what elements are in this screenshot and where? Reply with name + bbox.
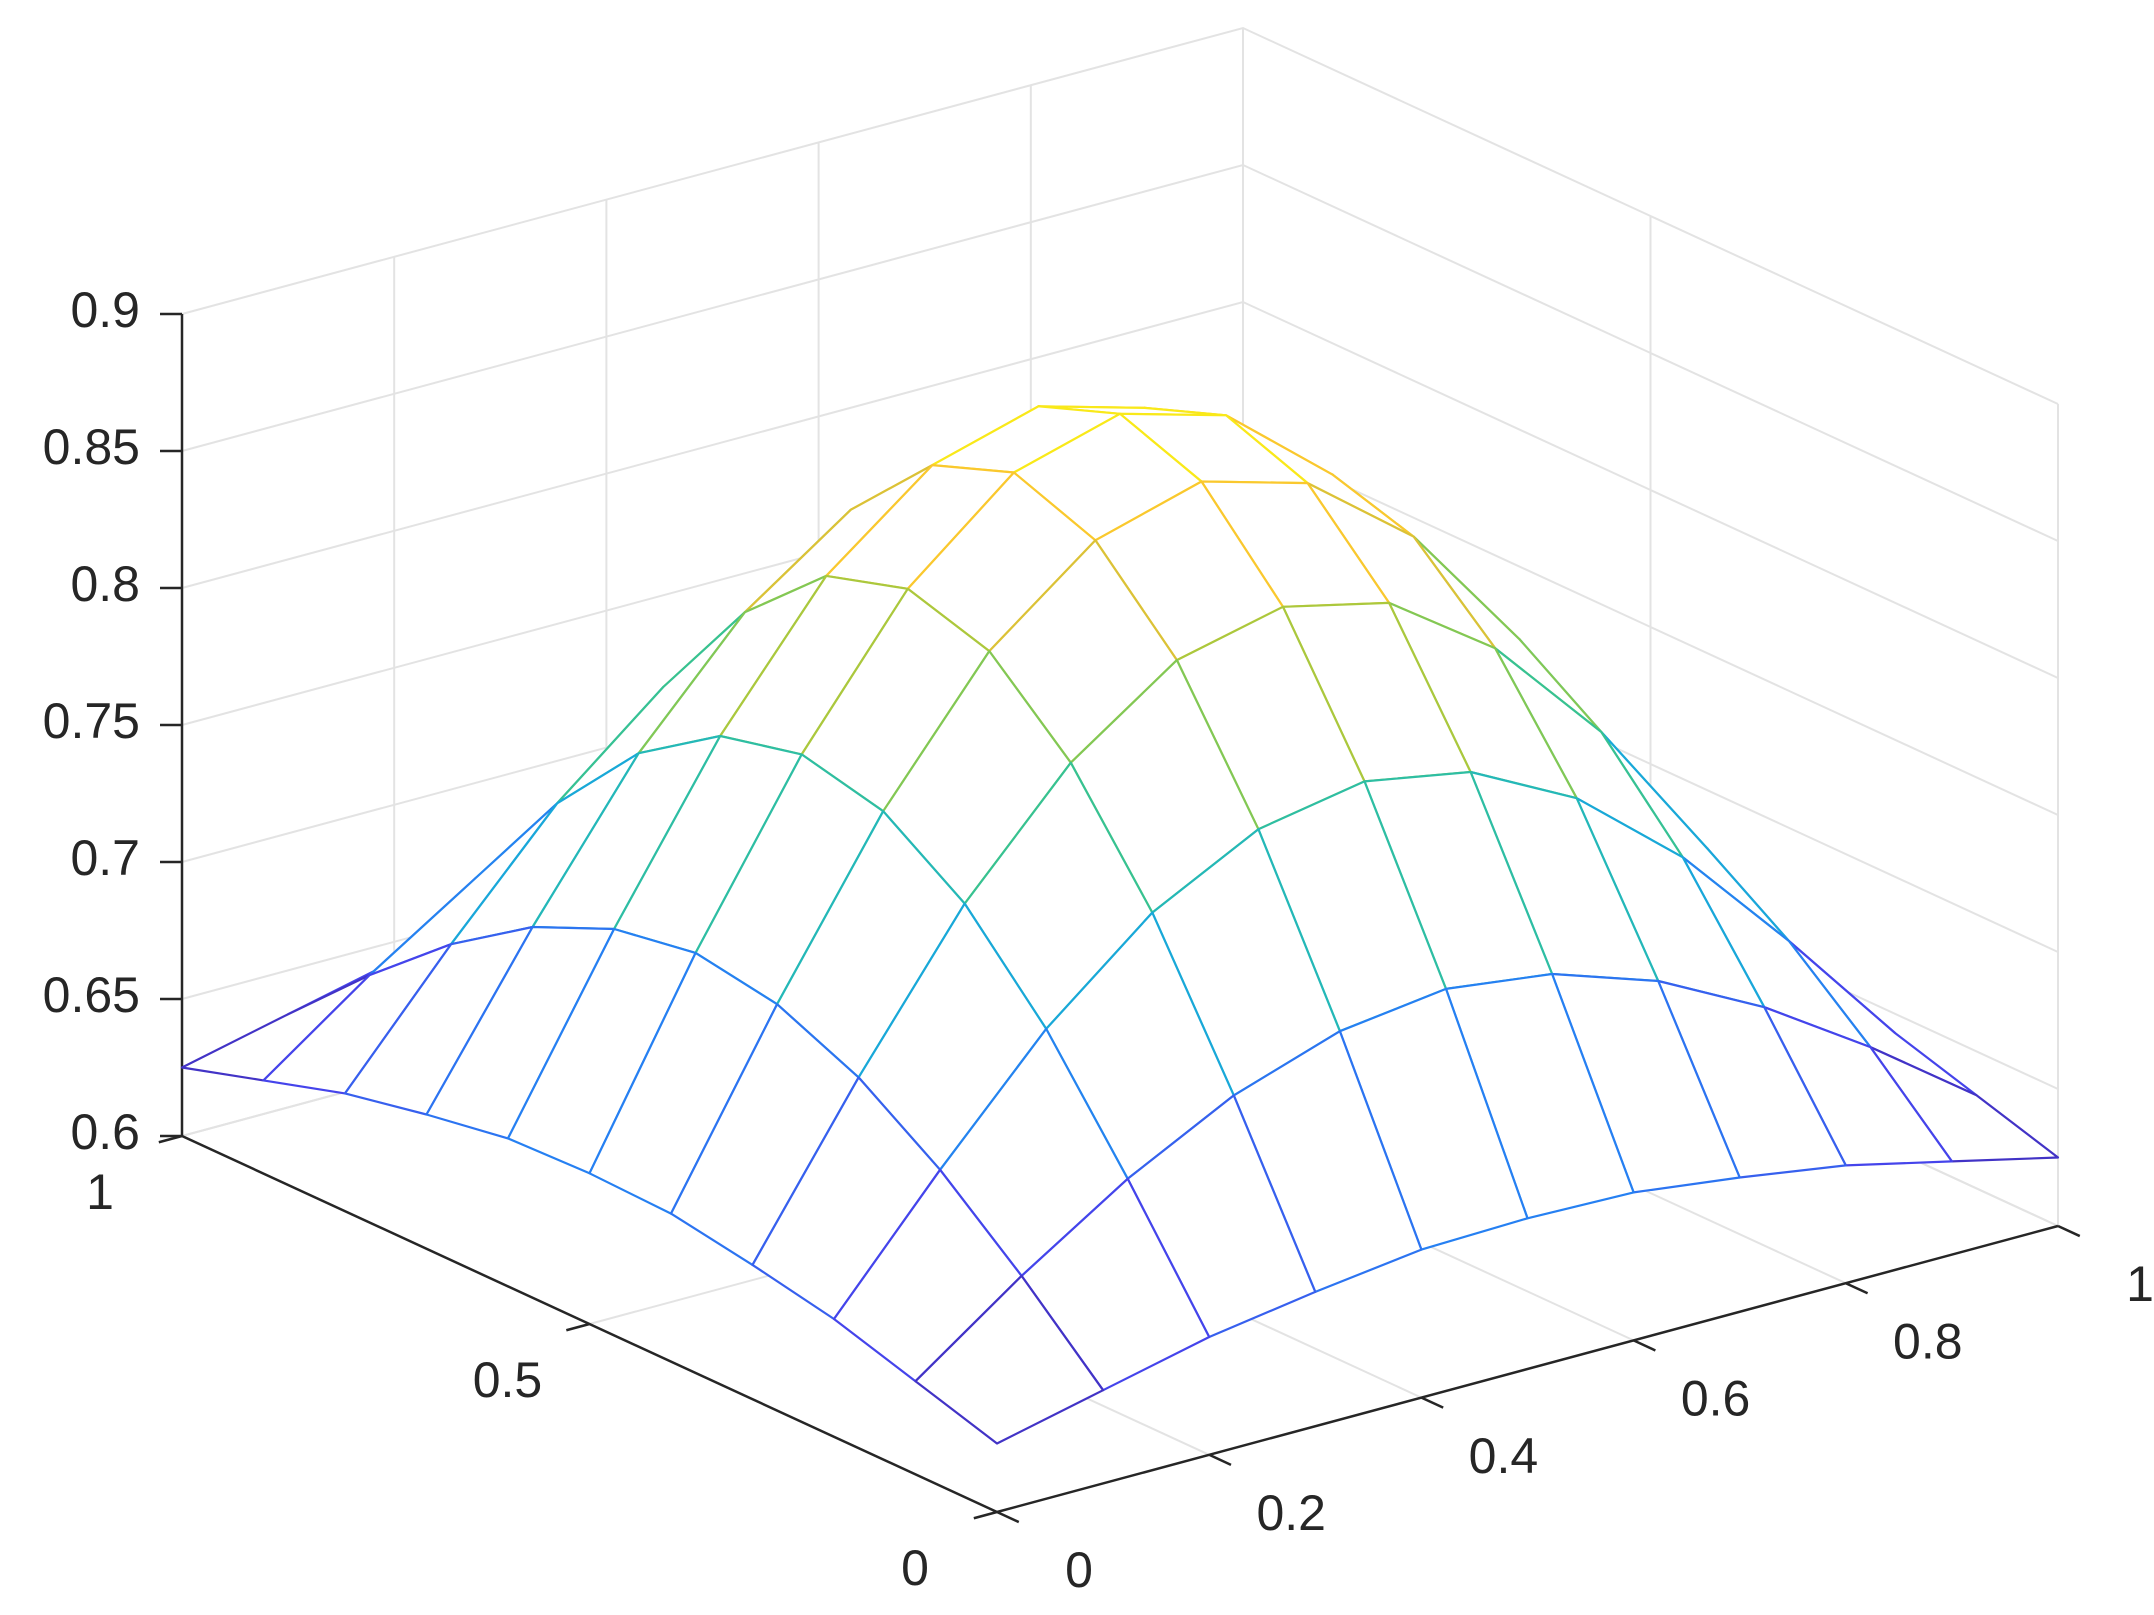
x-tick bbox=[1845, 1282, 1869, 1295]
grid-line bbox=[181, 163, 2059, 542]
mesh-surface bbox=[180, 405, 2060, 1445]
axes bbox=[158, 312, 2081, 1524]
x-tick-label: 0.2 bbox=[1256, 1485, 1326, 1541]
x-tick-label: 0.8 bbox=[1893, 1313, 1963, 1369]
z-tick-label: 0.85 bbox=[43, 419, 140, 475]
mesh-cell bbox=[914, 1274, 1105, 1445]
z-tick-label: 0.6 bbox=[70, 1104, 140, 1160]
y-tick bbox=[566, 1322, 590, 1332]
x-tick-label: 0 bbox=[1065, 1542, 1093, 1598]
x-tick bbox=[1420, 1396, 1444, 1409]
x-tick-label: 1 bbox=[2126, 1256, 2154, 1312]
y-tick-label: 1 bbox=[86, 1164, 114, 1220]
y-tick-label: 0 bbox=[901, 1540, 929, 1596]
x-tick bbox=[996, 1510, 1020, 1524]
y-tick bbox=[973, 1510, 998, 1520]
z-tick-label: 0.7 bbox=[70, 830, 140, 886]
tick-labels: 00.20.40.60.8100.510.60.650.70.750.80.85… bbox=[43, 282, 2154, 1598]
x-tick-label: 0.6 bbox=[1681, 1371, 1751, 1427]
x-tick bbox=[1208, 1453, 1232, 1466]
x-tick bbox=[2057, 1224, 2081, 1238]
z-tick-label: 0.8 bbox=[70, 556, 140, 612]
z-tick-label: 0.75 bbox=[43, 693, 140, 749]
grid-line bbox=[181, 26, 2059, 405]
z-tick-label: 0.65 bbox=[43, 967, 140, 1023]
z-tick-label: 0.9 bbox=[70, 282, 140, 338]
y-tick-label: 0.5 bbox=[473, 1352, 543, 1408]
grid-line bbox=[181, 300, 2059, 679]
x-tick-label: 0.4 bbox=[1469, 1428, 1539, 1484]
x-axis-line bbox=[996, 1224, 2059, 1514]
x-tick bbox=[1633, 1339, 1656, 1352]
